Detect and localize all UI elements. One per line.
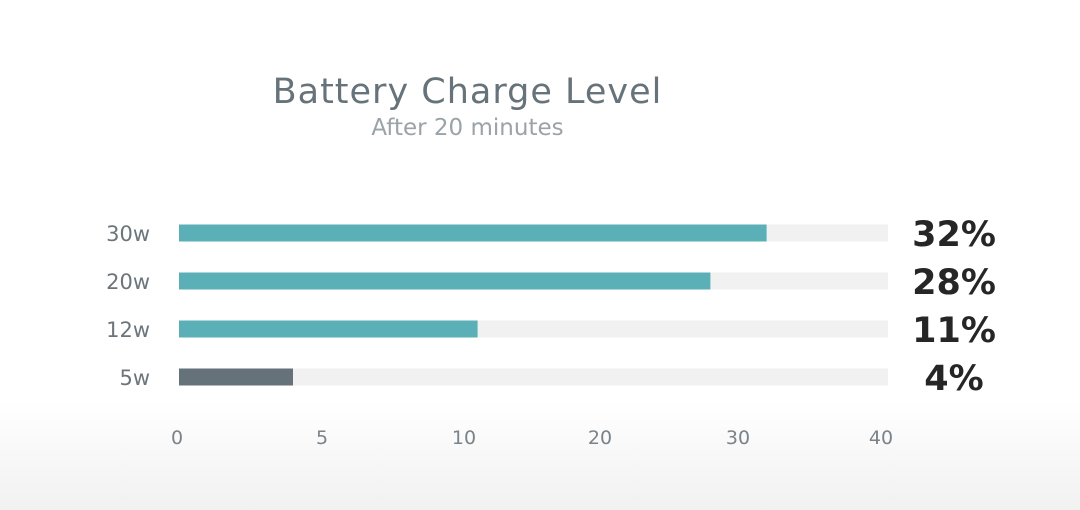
chart-title: Battery Charge Level — [272, 72, 663, 112]
bar-track-5w — [179, 368, 888, 386]
x-tick-label-40: 40 — [869, 427, 893, 449]
value-label-5w: 4% — [924, 359, 983, 399]
x-tick-label-30: 30 — [726, 427, 750, 449]
value-label-20w: 28% — [912, 263, 996, 303]
x-tick-label-0: 0 — [171, 427, 183, 449]
x-tick-label-20: 20 — [588, 427, 612, 449]
bar-20w — [179, 272, 711, 290]
bar-5w — [179, 368, 293, 386]
category-label-30w: 30w — [106, 222, 150, 246]
category-label-20w: 20w — [106, 270, 150, 294]
bar-12w — [179, 320, 478, 338]
chart-subtitle: After 20 minutes — [371, 115, 564, 141]
value-label-12w: 11% — [912, 311, 996, 351]
category-label-5w: 5w — [119, 366, 150, 390]
category-label-12w: 12w — [106, 318, 150, 342]
value-label-30w: 32% — [912, 215, 996, 255]
bar-30w — [179, 224, 767, 242]
x-tick-label-10: 10 — [452, 427, 476, 449]
x-tick-label-5: 5 — [316, 427, 328, 449]
